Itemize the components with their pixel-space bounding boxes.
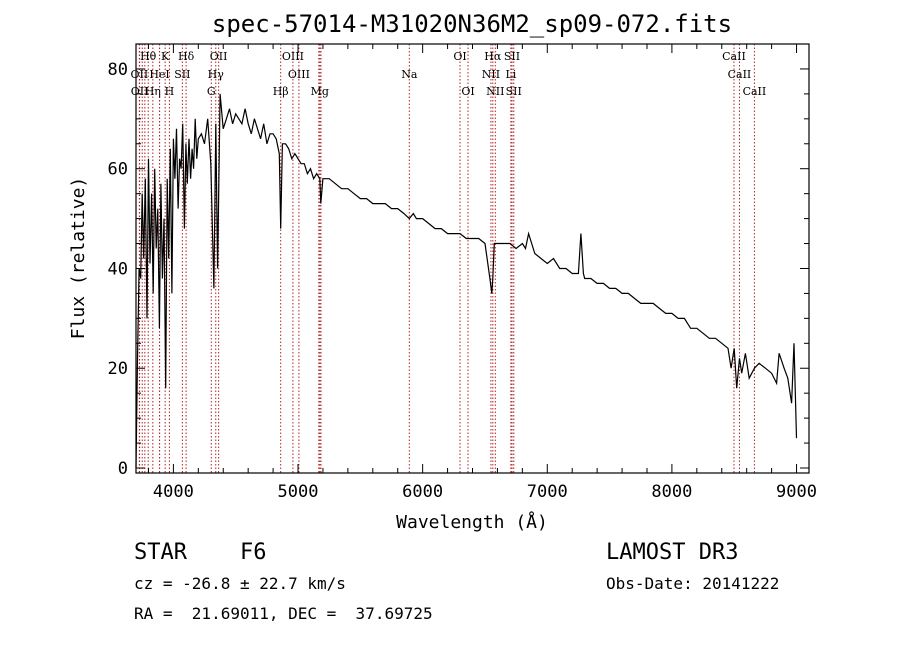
line-marker-label: OII [131,68,149,81]
line-markers [138,44,755,473]
line-marker-label: OIII [282,50,304,63]
y-axis-ticks: 0 20 40 60 80 [108,43,809,479]
spectrum-series-line [135,93,798,469]
line-marker-label: Hη [145,85,161,98]
line-marker-label: NII [486,85,504,98]
x-tick-label: 5000 [278,482,319,502]
line-marker-label: Hβ [273,85,289,98]
y-tick-label: 20 [108,359,128,379]
line-marker-label: OIII [288,68,310,81]
line-marker-label: OII [131,85,149,98]
plot-frame [135,43,810,474]
redshift-velocity: cz = -26.8 ± 22.7 km/s [134,574,346,593]
x-tick-label: 8000 [651,482,692,502]
object-class: STAR F6 [134,540,267,565]
x-tick-label: 7000 [527,482,568,502]
line-marker-label: CaII [728,68,752,81]
line-marker-label: G [207,85,216,98]
x-tick-label: 6000 [402,482,443,502]
line-marker-label: H [165,85,175,98]
x-tick-label: 9000 [776,482,817,502]
line-marker-label: Hδ [178,50,195,63]
line-marker-label: Li [505,68,516,81]
line-marker-label: NII [482,68,500,81]
line-marker-label: CaII [743,85,767,98]
line-marker-label: Hα [484,50,502,63]
line-marker-label: Mg [311,85,329,98]
line-marker-label: Na [401,68,418,81]
line-marker-label: SII [504,50,520,63]
line-marker-label: OI [461,85,474,98]
line-marker-label: SII [174,68,190,81]
y-tick-label: 60 [108,160,128,180]
survey-name: LAMOST DR3 [606,540,739,565]
line-marker-label: OI [453,50,466,63]
line-marker-label: HeI [149,68,169,81]
chart-title: spec-57014-M31020N36M2_sp09-072.fits [212,10,732,38]
y-tick-label: 0 [118,459,128,479]
sky-coordinates: RA = 21.69011, DEC = 37.69725 [134,604,433,623]
y-tick-label: 80 [108,60,128,80]
line-marker-label: K [161,50,170,63]
line-marker-label: Hθ [140,50,157,63]
y-axis-label: Flux (relative) [68,177,89,340]
y-tick-label: 40 [108,259,128,279]
x-axis-ticks: 4000 5000 6000 7000 8000 9000 [147,44,817,502]
observation-date: Obs-Date: 20141222 [606,574,780,593]
line-marker-label: Hγ [208,68,225,81]
x-axis-label: Wavelength (Å) [396,511,548,533]
line-marker-label: SII [506,85,522,98]
line-marker-label: CaII [722,50,746,63]
line-marker-label: OII [210,50,228,63]
x-tick-label: 4000 [153,482,194,502]
